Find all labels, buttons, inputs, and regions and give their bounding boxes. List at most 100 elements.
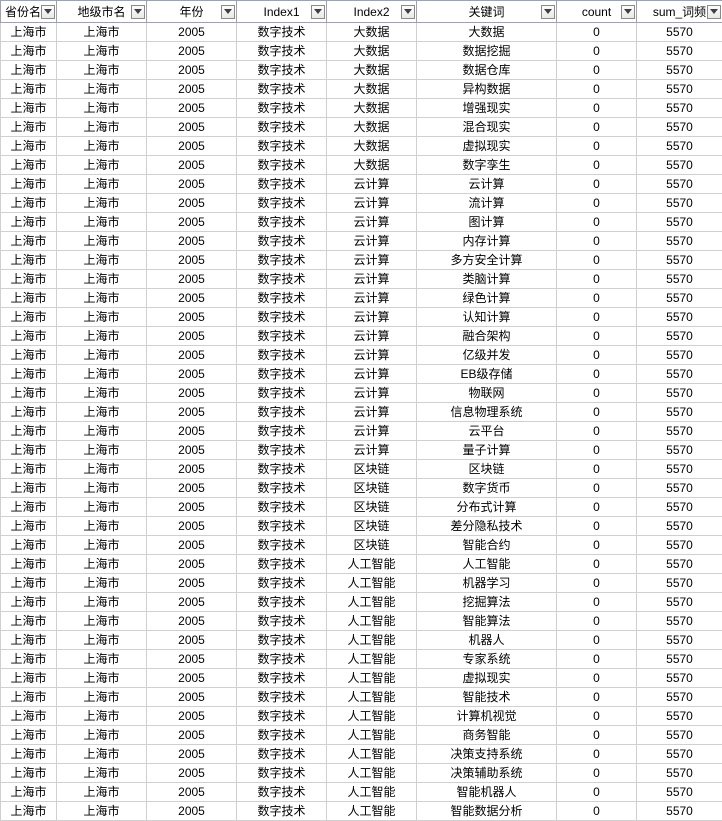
cell-index2[interactable]: 人工智能	[327, 555, 417, 574]
cell-province[interactable]: 上海市	[1, 631, 57, 650]
cell-year[interactable]: 2005	[147, 555, 237, 574]
cell-city[interactable]: 上海市	[57, 384, 147, 403]
cell-city[interactable]: 上海市	[57, 99, 147, 118]
column-header-province[interactable]: 省份名称	[1, 1, 57, 23]
cell-count[interactable]: 0	[557, 555, 637, 574]
cell-index2[interactable]: 云计算	[327, 403, 417, 422]
cell-province[interactable]: 上海市	[1, 213, 57, 232]
cell-city[interactable]: 上海市	[57, 308, 147, 327]
cell-year[interactable]: 2005	[147, 289, 237, 308]
cell-city[interactable]: 上海市	[57, 270, 147, 289]
cell-index2[interactable]: 大数据	[327, 80, 417, 99]
cell-keyword[interactable]: 认知计算	[417, 308, 557, 327]
cell-keyword[interactable]: 内存计算	[417, 232, 557, 251]
cell-sum[interactable]: 5570	[637, 137, 722, 156]
cell-count[interactable]: 0	[557, 479, 637, 498]
cell-keyword[interactable]: 融合架构	[417, 327, 557, 346]
cell-count[interactable]: 0	[557, 137, 637, 156]
cell-count[interactable]: 0	[557, 498, 637, 517]
cell-sum[interactable]: 5570	[637, 726, 722, 745]
cell-index2[interactable]: 区块链	[327, 460, 417, 479]
cell-index1[interactable]: 数字技术	[237, 555, 327, 574]
cell-city[interactable]: 上海市	[57, 631, 147, 650]
filter-dropdown-icon[interactable]	[541, 5, 555, 19]
cell-index1[interactable]: 数字技术	[237, 42, 327, 61]
table-row[interactable]: 上海市上海市2005数字技术大数据数据挖掘05570	[1, 42, 722, 61]
table-row[interactable]: 上海市上海市2005数字技术人工智能智能数据分析05570	[1, 802, 722, 821]
cell-province[interactable]: 上海市	[1, 156, 57, 175]
cell-keyword[interactable]: 物联网	[417, 384, 557, 403]
cell-index1[interactable]: 数字技术	[237, 365, 327, 384]
table-row[interactable]: 上海市上海市2005数字技术大数据数字孪生05570	[1, 156, 722, 175]
cell-index1[interactable]: 数字技术	[237, 289, 327, 308]
cell-index2[interactable]: 大数据	[327, 23, 417, 42]
table-row[interactable]: 上海市上海市2005数字技术区块链数字货币05570	[1, 479, 722, 498]
cell-sum[interactable]: 5570	[637, 498, 722, 517]
cell-index1[interactable]: 数字技术	[237, 783, 327, 802]
cell-sum[interactable]: 5570	[637, 802, 722, 821]
cell-index2[interactable]: 云计算	[327, 308, 417, 327]
cell-province[interactable]: 上海市	[1, 802, 57, 821]
cell-index1[interactable]: 数字技术	[237, 441, 327, 460]
cell-count[interactable]: 0	[557, 460, 637, 479]
table-row[interactable]: 上海市上海市2005数字技术人工智能商务智能05570	[1, 726, 722, 745]
cell-city[interactable]: 上海市	[57, 498, 147, 517]
cell-index2[interactable]: 人工智能	[327, 574, 417, 593]
cell-keyword[interactable]: 增强现实	[417, 99, 557, 118]
cell-year[interactable]: 2005	[147, 498, 237, 517]
cell-province[interactable]: 上海市	[1, 726, 57, 745]
cell-index1[interactable]: 数字技术	[237, 308, 327, 327]
cell-count[interactable]: 0	[557, 118, 637, 137]
table-row[interactable]: 上海市上海市2005数字技术人工智能机器人05570	[1, 631, 722, 650]
table-row[interactable]: 上海市上海市2005数字技术云计算类脑计算05570	[1, 270, 722, 289]
cell-year[interactable]: 2005	[147, 61, 237, 80]
cell-count[interactable]: 0	[557, 308, 637, 327]
table-row[interactable]: 上海市上海市2005数字技术区块链区块链05570	[1, 460, 722, 479]
cell-city[interactable]: 上海市	[57, 650, 147, 669]
cell-index2[interactable]: 人工智能	[327, 631, 417, 650]
cell-province[interactable]: 上海市	[1, 498, 57, 517]
cell-city[interactable]: 上海市	[57, 688, 147, 707]
cell-keyword[interactable]: 数据仓库	[417, 61, 557, 80]
filter-dropdown-icon[interactable]	[707, 5, 721, 19]
cell-index2[interactable]: 区块链	[327, 517, 417, 536]
cell-province[interactable]: 上海市	[1, 422, 57, 441]
cell-keyword[interactable]: 智能数据分析	[417, 802, 557, 821]
cell-province[interactable]: 上海市	[1, 764, 57, 783]
cell-keyword[interactable]: 云平台	[417, 422, 557, 441]
filter-dropdown-icon[interactable]	[621, 5, 635, 19]
cell-index2[interactable]: 人工智能	[327, 650, 417, 669]
cell-province[interactable]: 上海市	[1, 555, 57, 574]
filter-dropdown-icon[interactable]	[311, 5, 325, 19]
cell-year[interactable]: 2005	[147, 536, 237, 555]
cell-year[interactable]: 2005	[147, 23, 237, 42]
cell-city[interactable]: 上海市	[57, 118, 147, 137]
cell-count[interactable]: 0	[557, 688, 637, 707]
cell-city[interactable]: 上海市	[57, 137, 147, 156]
cell-index1[interactable]: 数字技术	[237, 327, 327, 346]
table-row[interactable]: 上海市上海市2005数字技术云计算融合架构05570	[1, 327, 722, 346]
cell-province[interactable]: 上海市	[1, 384, 57, 403]
cell-year[interactable]: 2005	[147, 403, 237, 422]
cell-index2[interactable]: 云计算	[327, 327, 417, 346]
cell-count[interactable]: 0	[557, 764, 637, 783]
cell-count[interactable]: 0	[557, 327, 637, 346]
cell-year[interactable]: 2005	[147, 194, 237, 213]
cell-sum[interactable]: 5570	[637, 175, 722, 194]
cell-index2[interactable]: 人工智能	[327, 783, 417, 802]
cell-index2[interactable]: 云计算	[327, 346, 417, 365]
cell-keyword[interactable]: 差分隐私技术	[417, 517, 557, 536]
cell-keyword[interactable]: 信息物理系统	[417, 403, 557, 422]
cell-index1[interactable]: 数字技术	[237, 403, 327, 422]
cell-year[interactable]: 2005	[147, 346, 237, 365]
cell-count[interactable]: 0	[557, 23, 637, 42]
cell-sum[interactable]: 5570	[637, 783, 722, 802]
cell-province[interactable]: 上海市	[1, 441, 57, 460]
table-row[interactable]: 上海市上海市2005数字技术大数据增强现实05570	[1, 99, 722, 118]
cell-province[interactable]: 上海市	[1, 175, 57, 194]
column-header-keyword[interactable]: 关键词	[417, 1, 557, 23]
cell-city[interactable]: 上海市	[57, 422, 147, 441]
table-row[interactable]: 上海市上海市2005数字技术云计算流计算05570	[1, 194, 722, 213]
table-row[interactable]: 上海市上海市2005数字技术人工智能机器学习05570	[1, 574, 722, 593]
cell-city[interactable]: 上海市	[57, 213, 147, 232]
